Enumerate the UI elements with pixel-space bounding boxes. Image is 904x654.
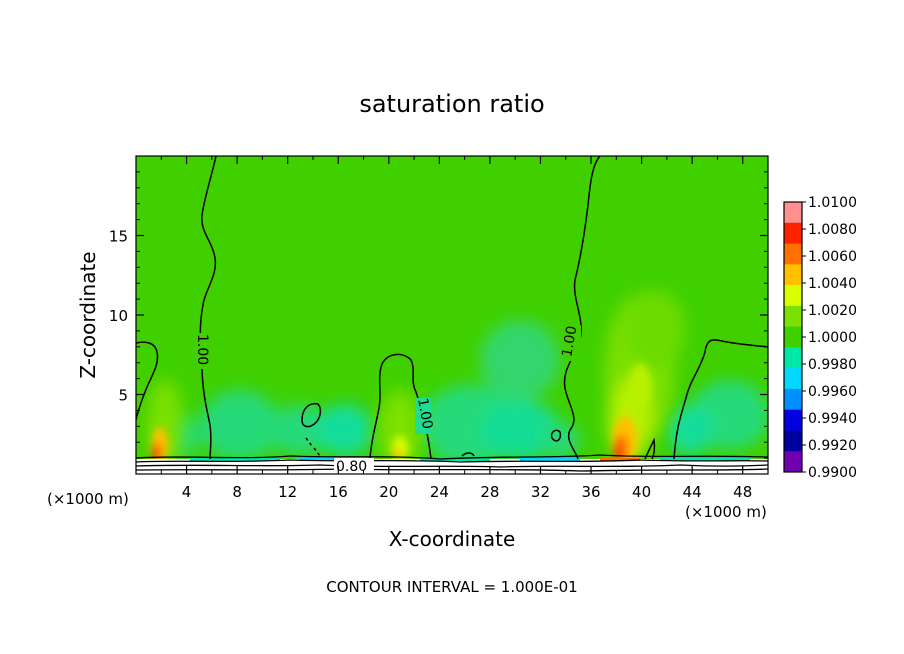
contour-labels: 1.00 1.00 1.00 0.80 [194, 325, 581, 475]
colorbar-label: 0.9920 [808, 438, 857, 454]
contour-label-3: 1.00 [559, 325, 580, 358]
colorbar-label: 0.9900 [808, 465, 857, 481]
colorbar-swatch [784, 222, 802, 245]
contour-1.00-leftedge [136, 341, 159, 421]
contour-1.00-right-blob [550, 429, 562, 442]
x-axis: 4 8 12 16 20 24 28 32 36 40 44 48 [160, 156, 752, 501]
colorbar-swatch [784, 347, 802, 369]
colorbar-label: 0.9980 [808, 357, 857, 373]
x-tick-label: 36 [581, 483, 600, 501]
colorbar-swatch [784, 409, 802, 431]
y-tick-label: 15 [109, 228, 128, 246]
x-unit-right: (×1000 m) [685, 503, 767, 521]
colorbar-swatch [784, 202, 802, 224]
surface-speckle [190, 458, 750, 461]
colorbar-swatch [784, 305, 802, 328]
x-tick-label: 32 [531, 483, 550, 501]
contour-label-1: 1.00 [194, 334, 210, 365]
contour-1.00-spike [644, 437, 656, 460]
colorbar-swatch [784, 451, 802, 473]
x-tick-label: 48 [733, 483, 752, 501]
y-tick-label: 5 [118, 387, 128, 405]
colorbar-label: 1.0080 [808, 222, 857, 238]
colorbar-label: 1.0020 [808, 303, 857, 319]
colorbar-label: 1.0100 [808, 195, 857, 211]
x-axis-label: X-coordinate [389, 527, 516, 551]
x-tick-label: 20 [379, 483, 398, 501]
chart-title: saturation ratio [359, 90, 544, 118]
contour-1.00-tiny [461, 452, 475, 457]
x-tick-label: 40 [632, 483, 651, 501]
x-tick-label: 12 [278, 483, 297, 501]
contour-label-2: 1.00 [414, 397, 435, 430]
y-axis: 5 10 15 [109, 171, 768, 459]
x-tick-label: 8 [232, 483, 242, 501]
colorbar-swatch [784, 264, 802, 286]
x-tick-label: 4 [182, 483, 192, 501]
colorbar-swatch [784, 326, 802, 348]
contour-1.00-farright [673, 339, 768, 460]
plume-cores [152, 363, 652, 464]
contour-interval-note: CONTOUR INTERVAL = 1.000E-01 [326, 578, 577, 596]
contour-label-4: 0.80 [336, 459, 367, 475]
colorbar-label: 0.9960 [808, 384, 857, 400]
surface-contours [136, 454, 768, 472]
x-tick-label: 44 [683, 483, 702, 501]
x-tick-label: 28 [480, 483, 499, 501]
colorbar-label: 1.0060 [808, 249, 857, 265]
x-tick-label: 16 [329, 483, 348, 501]
plot-area [136, 156, 768, 474]
y-tick-label: 10 [109, 307, 128, 325]
colorbar-swatch [784, 243, 802, 265]
colorbar-label: 1.0040 [808, 276, 857, 292]
colorbar-swatch [784, 285, 802, 307]
y-axis-label: Z-coordinate [76, 251, 100, 378]
contour-1.00-left [199, 156, 217, 460]
colorbar-label: 1.0000 [808, 330, 857, 346]
contour-1.00-dashes [305, 437, 321, 457]
contour-1.00-small-loop [301, 402, 322, 428]
colorbar: 1.0100 1.0080 1.0060 1.0040 1.0020 1.0000 0.99… [783, 195, 857, 481]
x-tick-label: 24 [430, 483, 449, 501]
colorbar-label: 0.9940 [808, 411, 857, 427]
colorbar-swatch [784, 388, 802, 411]
colorbar-swatch [784, 368, 802, 390]
x-unit-left: (×1000 m) [47, 490, 129, 508]
colorbar-swatch [784, 430, 802, 452]
